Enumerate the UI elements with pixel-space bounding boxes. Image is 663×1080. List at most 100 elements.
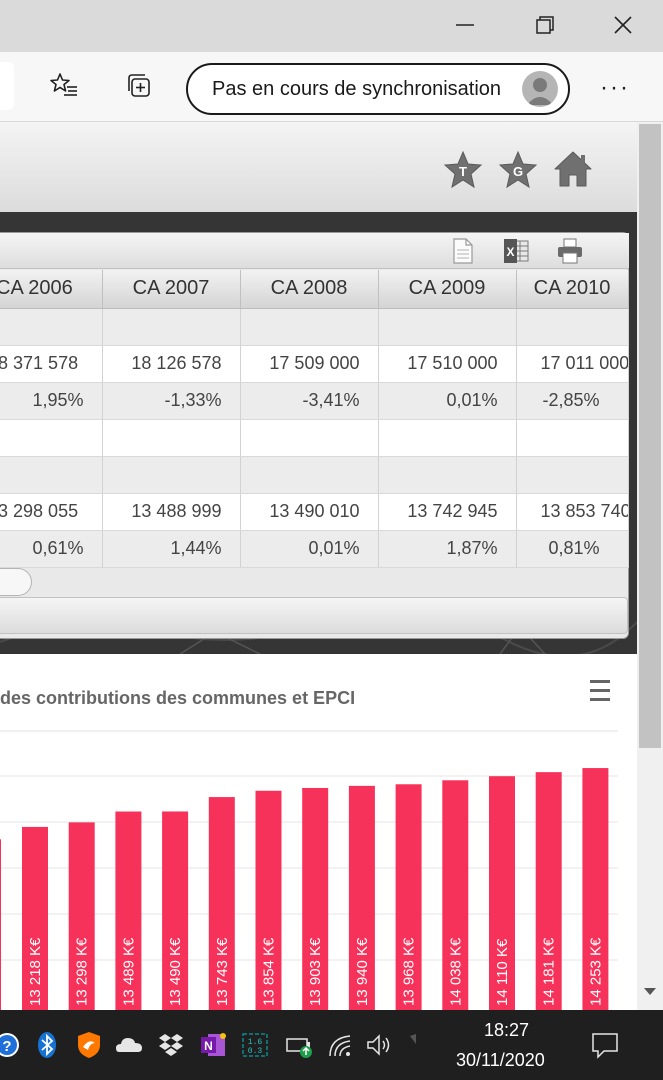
svg-text:1.6: 1.6 <box>248 1038 263 1047</box>
chart-data-label: 13 968 K€ <box>401 937 418 1006</box>
volume-icon[interactable] <box>364 1030 394 1060</box>
chart-bar[interactable] <box>582 768 609 1010</box>
chart-bar[interactable] <box>535 772 562 1010</box>
table-cell: 13 742 945 <box>378 493 517 531</box>
table-cell: 0,01% <box>378 382 517 420</box>
chart-data-label: 14 181 K€ <box>541 937 558 1006</box>
table-cell: 1,95% <box>0 382 103 420</box>
more-icon[interactable]: ··· <box>600 74 630 101</box>
data-table: CA 2006 CA 2007 CA 2008 CA 2009 CA 2010 … <box>0 270 629 568</box>
chart-bar[interactable] <box>255 790 282 1010</box>
table-row <box>0 456 629 494</box>
sync-status-label: Pas en cours de synchronisation <box>212 78 502 100</box>
avast-icon[interactable] <box>74 1030 104 1060</box>
chart-data-label: 13 940 K€ <box>354 937 371 1006</box>
chart-bar[interactable] <box>302 787 329 1010</box>
table-cell <box>0 419 103 457</box>
table-cell: 18 371 578 <box>0 345 103 383</box>
restore-icon[interactable] <box>530 10 560 40</box>
document-icon[interactable] <box>448 237 476 265</box>
star-g-label: G <box>513 164 523 179</box>
chart-bar[interactable] <box>208 797 235 1010</box>
favorites-list-icon[interactable] <box>48 70 80 102</box>
chart-data-label: 13 218 K€ <box>27 937 44 1006</box>
table-cell: 13 490 010 <box>240 493 379 531</box>
chart-bar[interactable] <box>22 826 48 1010</box>
table-row <box>0 419 629 457</box>
vertical-scrollbar-thumb[interactable] <box>639 124 661 748</box>
table-cell: 0,01% <box>240 530 379 568</box>
svg-text:?: ? <box>2 1038 11 1055</box>
notifications-icon[interactable] <box>590 1030 620 1060</box>
onenote-icon[interactable]: N <box>198 1030 228 1060</box>
browser-titlebar <box>0 0 663 52</box>
table-cell: 0,61% <box>0 530 103 568</box>
address-bar[interactable] <box>0 62 14 110</box>
network-battery-icon[interactable] <box>284 1030 314 1060</box>
scroll-down-arrow-icon[interactable] <box>644 988 656 995</box>
table-cell <box>240 419 379 457</box>
table-row: 1,95% -1,33% -3,41% 0,01% -2,85% <box>0 382 629 420</box>
table-cell <box>516 419 629 457</box>
table-row: 18 371 578 18 126 578 17 509 000 17 510 … <box>0 345 629 383</box>
browser-toolbar: Pas en cours de synchronisation ··· <box>0 52 663 122</box>
table-cell <box>378 308 517 346</box>
collections-icon[interactable] <box>124 70 156 102</box>
column-header[interactable]: CA 2006 <box>0 270 103 309</box>
chart-data-label: 14 038 K€ <box>447 937 464 1006</box>
column-header[interactable]: CA 2010 <box>516 270 629 309</box>
table-cell: 1,44% <box>102 530 241 568</box>
table-cell <box>240 308 379 346</box>
column-header[interactable]: CA 2008 <box>240 270 379 309</box>
chart-bar[interactable] <box>395 784 422 1010</box>
chart-data-label: 13 743 K€ <box>214 937 231 1006</box>
table-cell <box>102 456 241 494</box>
minimize-icon[interactable] <box>450 10 480 40</box>
table-cell <box>0 308 103 346</box>
close-icon[interactable] <box>608 10 638 40</box>
table-footer-bar <box>0 597 628 634</box>
star-g-icon[interactable]: G <box>498 150 538 190</box>
column-header[interactable]: CA 2007 <box>102 270 241 309</box>
taskbar-clock-time[interactable]: 18:27 <box>484 1020 530 1040</box>
bluetooth-icon[interactable] <box>32 1030 62 1060</box>
table-row <box>0 308 629 346</box>
display-icon[interactable]: 1.6 0.3 <box>240 1030 270 1060</box>
home-icon[interactable] <box>552 148 594 190</box>
dropbox-icon[interactable] <box>156 1030 186 1060</box>
chart-card: 13 218 K€ 13 298 K€ 13 489 K€ 13 490 K€ 13 7… <box>0 654 637 1010</box>
vertical-scrollbar[interactable] <box>637 122 663 1010</box>
table-cell: 1,87% <box>378 530 517 568</box>
chart-bar[interactable] <box>162 811 189 1010</box>
table-cell <box>102 308 241 346</box>
chart-bar[interactable] <box>115 811 142 1010</box>
ime-indicator-icon[interactable] <box>406 1030 436 1060</box>
chart-bar[interactable] <box>442 780 469 1010</box>
help-icon[interactable]: ? <box>0 1030 22 1060</box>
chart-data-label: 13 489 K€ <box>120 937 137 1006</box>
table-cell <box>516 456 629 494</box>
excel-icon[interactable]: X <box>502 237 530 265</box>
taskbar-clock-date[interactable]: 30/11/2020 <box>456 1050 545 1070</box>
table-cell <box>516 308 629 346</box>
windows-taskbar: ? N 1.6 0.3 18:27 30/11/2020 <box>0 1010 663 1080</box>
table-cell: 13 488 999 <box>102 493 241 531</box>
column-header[interactable]: CA 2009 <box>378 270 517 309</box>
print-icon[interactable] <box>556 237 584 265</box>
table-cell: -2,85% <box>516 382 629 420</box>
chart-bar[interactable] <box>489 776 515 1010</box>
chart-bar[interactable] <box>68 822 95 1010</box>
horizontal-scrollbar-thumb[interactable] <box>0 568 32 596</box>
wifi-icon[interactable] <box>326 1030 356 1060</box>
chart-data-label: 13 854 K€ <box>261 937 278 1006</box>
hamburger-menu-icon[interactable] <box>590 680 610 704</box>
onedrive-icon[interactable] <box>114 1030 144 1060</box>
table-row: 13 298 055 13 488 999 13 490 010 13 742 … <box>0 493 629 531</box>
table-cell <box>240 456 379 494</box>
chart-bar[interactable] <box>348 785 375 1010</box>
table-cell: 17 011 000 <box>516 345 629 383</box>
sync-status-button[interactable]: Pas en cours de synchronisation <box>186 63 570 115</box>
table-cell <box>378 456 517 494</box>
star-t-label: T <box>459 164 467 179</box>
star-t-icon[interactable]: T <box>443 150 483 190</box>
